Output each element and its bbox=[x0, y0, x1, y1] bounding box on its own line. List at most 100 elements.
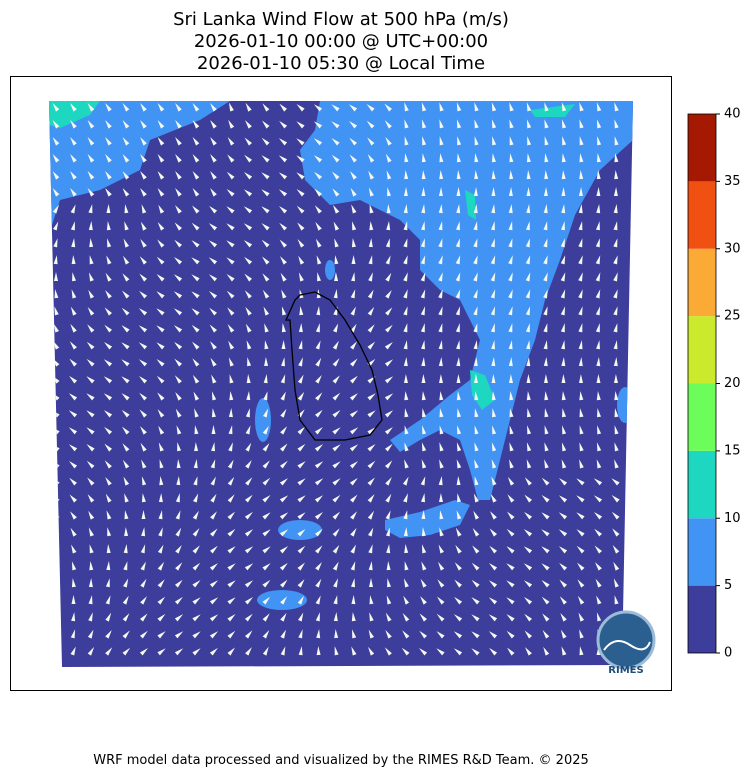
wind-arrow bbox=[122, 290, 130, 299]
wind-arrow bbox=[367, 477, 375, 486]
wind-arrow bbox=[352, 629, 357, 639]
wind-arrow bbox=[210, 341, 217, 350]
wind-arrow bbox=[87, 120, 95, 129]
wind-arrow bbox=[386, 221, 391, 231]
wind-arrow bbox=[88, 289, 95, 299]
wind-arrow bbox=[192, 358, 200, 367]
wind-arrow bbox=[349, 154, 357, 163]
wind-arrow bbox=[351, 646, 357, 656]
wind-arrow bbox=[473, 323, 478, 333]
wind-arrow bbox=[366, 120, 375, 129]
wind-arrow bbox=[473, 306, 478, 316]
wind-arrow bbox=[421, 119, 427, 129]
wind-arrow bbox=[210, 528, 218, 537]
wind-arrow bbox=[314, 444, 324, 452]
wind-arrow bbox=[508, 357, 513, 367]
wind-arrow bbox=[439, 510, 444, 520]
wind-arrow bbox=[349, 121, 358, 129]
wind-arrow bbox=[245, 647, 252, 656]
wind-arrow bbox=[262, 596, 271, 605]
wind-arrow bbox=[70, 323, 77, 333]
wind-arrow bbox=[175, 205, 182, 214]
wind-arrow bbox=[613, 187, 618, 196]
wind-arrow bbox=[191, 324, 200, 333]
wind-arrow bbox=[526, 357, 531, 367]
wind-arrow bbox=[524, 613, 532, 622]
wind-arrow bbox=[123, 561, 128, 571]
wind-arrow bbox=[508, 323, 513, 333]
wind-arrow bbox=[71, 578, 76, 588]
wind-arrow bbox=[68, 444, 78, 452]
wind-arrow bbox=[439, 442, 444, 452]
wind-arrow bbox=[175, 171, 182, 180]
wind-arrow bbox=[211, 408, 216, 418]
wind-arrow bbox=[332, 375, 340, 384]
wind-region bbox=[300, 101, 633, 500]
wind-region bbox=[617, 387, 633, 423]
wind-arrow bbox=[245, 408, 250, 418]
wind-arrow bbox=[614, 391, 619, 401]
wind-arrow bbox=[368, 646, 375, 656]
wind-arrow bbox=[332, 171, 340, 180]
wind-arrow bbox=[173, 308, 183, 316]
wind-arrow bbox=[123, 578, 129, 588]
wind-arrow bbox=[403, 187, 408, 196]
wind-arrow bbox=[159, 476, 164, 486]
wind-arrow bbox=[403, 289, 408, 299]
wind-arrow bbox=[438, 306, 443, 316]
wind-arrow bbox=[350, 375, 358, 384]
wind-arrow bbox=[70, 204, 76, 214]
wind-arrow bbox=[88, 204, 93, 214]
wind-arrow bbox=[613, 306, 618, 316]
wind-arrow bbox=[317, 272, 321, 282]
wind-arrow bbox=[297, 391, 305, 401]
wind-arrow bbox=[385, 255, 391, 265]
wind-arrow bbox=[104, 460, 112, 469]
wind-arrow bbox=[313, 138, 323, 146]
wind-arrow bbox=[613, 255, 618, 265]
wind-arrow bbox=[245, 306, 252, 316]
wind-arrow bbox=[174, 222, 182, 231]
wind-arrow bbox=[593, 478, 603, 486]
wind-arrow bbox=[89, 272, 94, 282]
wind-arrow bbox=[544, 459, 549, 469]
wind-arrow bbox=[472, 528, 480, 537]
wind-arrow bbox=[367, 306, 375, 316]
wind-arrow bbox=[579, 374, 583, 383]
wind-arrow bbox=[576, 529, 585, 537]
wind-arrow bbox=[227, 597, 236, 605]
wind-arrow bbox=[525, 289, 531, 299]
wind-arrow bbox=[52, 137, 60, 146]
wind-arrow bbox=[157, 103, 165, 112]
wind-arrow bbox=[262, 425, 269, 435]
wind-arrow bbox=[263, 391, 268, 401]
wind-arrow bbox=[438, 561, 445, 571]
wind-arrow bbox=[385, 527, 390, 537]
wind-arrow bbox=[526, 459, 532, 469]
wind-arrow bbox=[523, 546, 533, 554]
wind-arrow bbox=[262, 443, 270, 452]
wind-arrow bbox=[243, 189, 253, 197]
wind-arrow bbox=[595, 323, 600, 333]
wind-arrow bbox=[157, 579, 165, 588]
wind-arrow bbox=[86, 376, 95, 384]
wind-arrow bbox=[244, 154, 252, 163]
wind-arrow bbox=[474, 170, 479, 180]
wind-arrow bbox=[105, 103, 112, 112]
wind-arrow bbox=[139, 256, 147, 265]
wind-region bbox=[257, 590, 307, 610]
wind-arrow bbox=[194, 442, 199, 452]
wind-arrow bbox=[614, 153, 619, 163]
wind-arrow bbox=[121, 307, 130, 316]
wind-arrow bbox=[314, 461, 324, 469]
wind-arrow bbox=[208, 274, 218, 282]
wind-arrow bbox=[404, 442, 409, 452]
wind-arrow bbox=[613, 323, 618, 333]
wind-arrow bbox=[457, 425, 462, 435]
wind-arrow bbox=[579, 646, 584, 656]
wind-arrow bbox=[367, 510, 374, 520]
wind-arrow bbox=[334, 255, 339, 265]
wind-arrow bbox=[348, 104, 358, 112]
wind-arrow bbox=[281, 357, 285, 367]
wind-arrow bbox=[507, 494, 515, 503]
